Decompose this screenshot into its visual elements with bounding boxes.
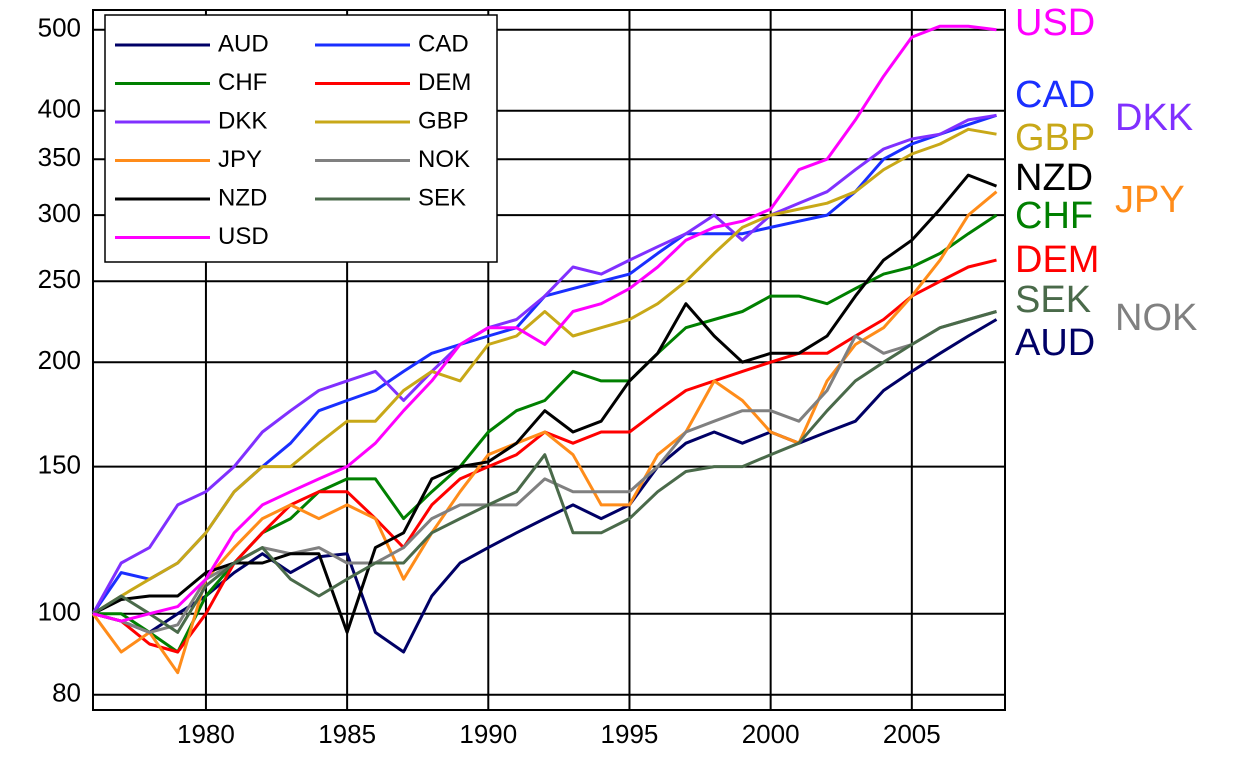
legend-label: AUD (218, 30, 269, 57)
end-label: JPY (1115, 179, 1185, 221)
x-tick-label: 2000 (742, 719, 800, 749)
end-label: AUD (1015, 322, 1095, 364)
y-tick-label: 150 (38, 450, 81, 480)
end-label: DKK (1115, 97, 1193, 139)
legend-label: SEK (418, 184, 466, 211)
end-label: CAD (1015, 74, 1095, 116)
legend-label: DEM (418, 69, 471, 96)
y-tick-label: 400 (38, 94, 81, 124)
y-tick-label: 100 (38, 597, 81, 627)
y-tick-label: 350 (38, 142, 81, 172)
end-label: CHF (1015, 195, 1093, 237)
end-label: USD (1015, 2, 1095, 44)
legend-label: NZD (218, 184, 267, 211)
plot-frame (92, 9, 1006, 711)
legend-box (104, 14, 498, 263)
legend-label: CAD (418, 30, 469, 57)
y-tick-label: 300 (38, 198, 81, 228)
end-label: NOK (1115, 297, 1197, 339)
legend-label: JPY (218, 146, 262, 173)
legend-label: NOK (418, 146, 470, 173)
y-tick-label: 250 (38, 264, 81, 294)
series-line (91, 113, 997, 615)
series-line (92, 310, 997, 634)
x-tick-label: 2005 (883, 719, 941, 749)
legend-label: DKK (218, 107, 267, 134)
series-line (92, 127, 997, 615)
end-label: GBP (1015, 117, 1095, 159)
legend-label: CHF (218, 69, 267, 96)
legend-label: GBP (418, 107, 469, 134)
y-tick-label: 80 (52, 678, 81, 708)
x-tick-label: 1985 (318, 719, 376, 749)
series-line (92, 318, 998, 654)
y-tick-label: 200 (38, 345, 81, 375)
series-line (92, 24, 997, 623)
x-tick-label: 1995 (601, 719, 659, 749)
legend-label: USD (218, 223, 269, 250)
series-line (91, 190, 998, 675)
end-label: DEM (1015, 239, 1099, 281)
end-label: NZD (1015, 157, 1093, 199)
x-tick-label: 1980 (177, 719, 235, 749)
x-tick-label: 1990 (459, 719, 517, 749)
series-line (92, 173, 998, 634)
y-tick-label: 500 (38, 13, 81, 43)
end-label: SEK (1015, 279, 1091, 321)
